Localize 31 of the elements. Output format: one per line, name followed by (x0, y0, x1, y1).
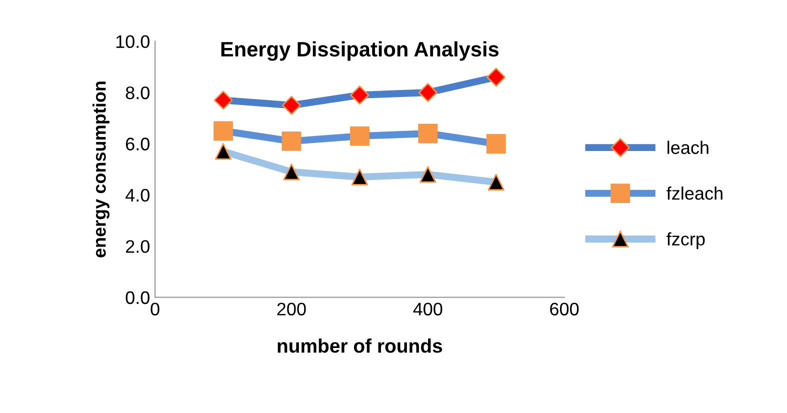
y-tick-label: 0.0 (126, 291, 150, 304)
y-tick-label: 10.0 (116, 35, 150, 48)
chart-title: Energy Dissipation Analysis (221, 41, 499, 61)
point (283, 164, 300, 180)
y-tick-label: 4.0 (125, 188, 150, 202)
y-tick-label: 2.0 (126, 240, 150, 253)
point (420, 166, 436, 183)
y-tick-label: 6.0 (126, 138, 150, 150)
x-tick-label: 400 (413, 302, 442, 316)
point (418, 82, 438, 102)
point (488, 174, 504, 190)
point (214, 90, 233, 110)
point (418, 124, 438, 144)
point (282, 96, 301, 115)
y-tick-label: 8.0 (126, 86, 150, 100)
legend-label: fzleach (666, 186, 722, 200)
x-axis-title: number of rounds (278, 338, 442, 353)
point (351, 168, 368, 186)
legend-label: leach (668, 140, 708, 154)
point (214, 143, 232, 160)
point (486, 68, 506, 87)
x-tick-label: 200 (277, 302, 306, 316)
point (350, 86, 370, 105)
y-axis-title: energy consumption (92, 82, 110, 258)
point (282, 131, 302, 151)
point (350, 126, 370, 146)
point (214, 121, 233, 141)
point (486, 134, 506, 154)
x-tick-label: 600 (550, 302, 579, 316)
legend-label: fzcrp (666, 232, 705, 250)
x-tick-label: 0 (150, 302, 160, 316)
